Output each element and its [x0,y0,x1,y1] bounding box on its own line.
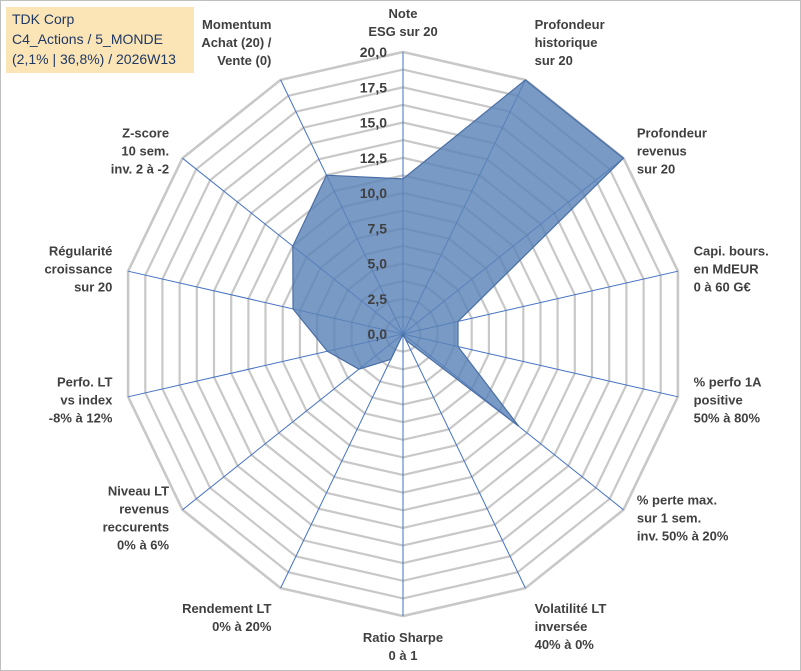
axis-label-line: Volatilité LT [535,601,607,616]
tick-label: 7,5 [368,220,388,236]
axis-label-line: 0% à 20% [212,619,272,634]
axis-label-line: Profondeur [637,126,707,141]
axis-label-line: 0 à 1 [389,648,418,663]
axis-label-line: 50% à 80% [694,410,761,425]
axis-label-line: croissance [44,262,112,277]
axis-label: Rendement LT 0% à 20% [182,601,272,634]
axis-label-line: inversée [535,619,588,634]
axis-label-line: Rendement LT [182,601,271,616]
radar-series [292,79,625,427]
axis-label-line: Z-score [122,126,169,141]
axis-label-line: Momentum [202,17,271,32]
axis-label-line: positive [694,392,743,407]
axis-label-line: Achat (20) / [201,35,271,50]
axis-label-line: Niveau LT [108,483,169,498]
axis-label: Régularité croissance sur 20 [44,244,112,295]
series-area [292,79,625,427]
axis-label-line: ESG sur 20 [368,24,437,39]
axis-label: Momentum Achat (20) / Vente (0) [201,17,271,68]
axis-label: Profondeur revenus sur 20 [637,126,707,177]
axis-label: Ratio Sharpe 0 à 1 [363,630,443,663]
axis-label-line: 0% à 6% [117,537,169,552]
axis-label-line: -8% à 12% [49,410,113,425]
axis-label-line: revenus [119,501,169,516]
axis-label: Profondeur historique sur 20 [535,17,605,68]
axis-label-line: Vente (0) [217,53,271,68]
axis-label-line: historique [535,35,598,50]
axis-label-line: en MdEUR [694,262,760,277]
chart-info-box: TDK Corp C4_Actions / 5_MONDE (2,1% | 36… [6,7,194,73]
tick-label: 0,0 [368,326,388,342]
axis-label-line: Note [389,6,418,21]
axis-label: Perfo. LT vs index -8% à 12% [49,374,113,425]
axis-label: % perfo 1A positive 50% à 80% [694,374,763,425]
axis-label-line: sur 20 [637,162,675,177]
tick-label: 12,5 [360,150,387,166]
axis-spoke [402,333,526,589]
axis-label-line: sur 1 sem. [637,510,701,525]
axis-label-line: reccurents [103,519,169,534]
axis-label-line: inv. 2 à -2 [111,162,169,177]
axis-label-line: sur 20 [74,280,112,295]
stats-label: (2,1% | 36,8%) / 2026W13 [12,51,176,67]
axis-label: Note ESG sur 20 [368,6,437,39]
axis-label: Z-score 10 sem. inv. 2 à -2 [111,126,169,177]
axis-label-line: Régularité [49,244,113,259]
axis-label-line: inv. 50% à 20% [637,528,729,543]
tick-label: 15,0 [360,115,387,131]
axis-label-line: Perfo. LT [57,374,112,389]
axis-label-line: 10 sem. [121,144,169,159]
axis-label-line: 0 à 60 G€ [694,280,751,295]
axis-label: Volatilité LT inversée 40% à 0% [535,601,607,652]
axis-label-line: sur 20 [535,53,573,68]
tick-label: 10,0 [360,185,387,201]
axis-label-line: Ratio Sharpe [363,630,443,645]
radar-tick-labels: 0,0 2,5 5,0 7,5 10,0 12,5 15,0 17,5 20,0 [360,44,387,342]
axis-label-line: revenus [637,144,687,159]
axis-label-line: % perte max. [637,492,717,507]
tick-label: 5,0 [368,256,388,272]
company-name: TDK Corp [12,11,75,27]
axis-label-line: 40% à 0% [535,637,595,652]
tick-label: 17,5 [360,79,387,95]
axis-label-line: vs index [60,392,113,407]
axis-label-line: Capi. bours. [694,244,769,259]
axis-label: Niveau LT revenus reccurents 0% à 6% [103,483,170,552]
axis-label: Capi. bours. en MdEUR 0 à 60 G€ [694,244,769,295]
tick-label: 2,5 [368,291,388,307]
axis-label: % perte max. sur 1 sem. inv. 50% à 20% [637,492,729,543]
axis-spoke [280,333,404,589]
tick-label: 20,0 [360,44,387,60]
radar-axis-labels: Note ESG sur 20 Profondeur historique sur 20… [44,6,768,663]
portfolio-label: C4_Actions / 5_MONDE [12,31,163,47]
axis-label-line: % perfo 1A [694,374,763,389]
axis-label-line: Profondeur [535,17,605,32]
